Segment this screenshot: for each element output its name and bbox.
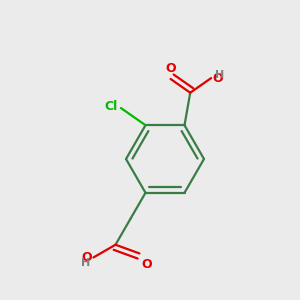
Text: H: H bbox=[215, 70, 224, 80]
Text: O: O bbox=[141, 258, 152, 271]
Text: O: O bbox=[165, 62, 176, 75]
Text: Cl: Cl bbox=[105, 100, 118, 113]
Text: O: O bbox=[81, 251, 92, 264]
Text: H: H bbox=[81, 258, 91, 268]
Text: O: O bbox=[213, 72, 223, 85]
